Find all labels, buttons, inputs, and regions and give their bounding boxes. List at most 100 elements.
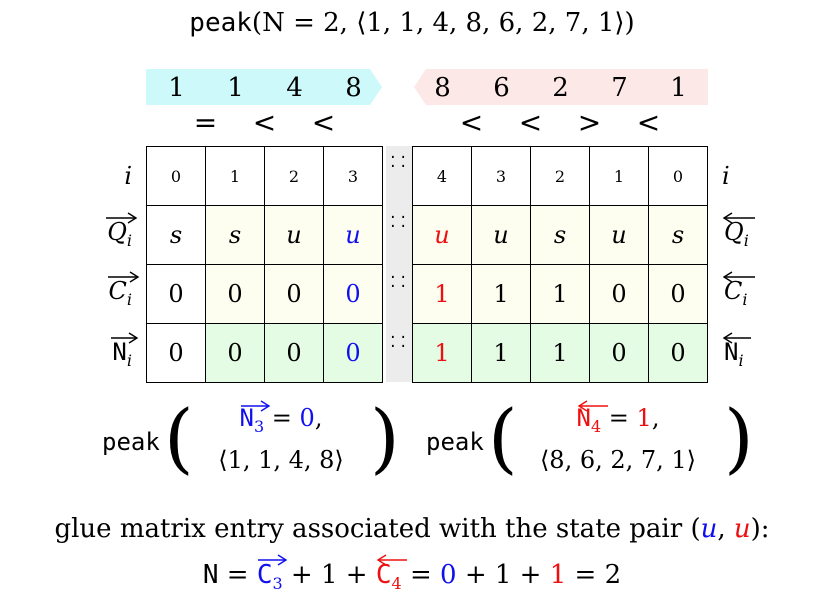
right-peak-func: peak xyxy=(426,428,484,456)
table-cell: s xyxy=(146,205,206,265)
table-cell: 1 xyxy=(412,323,472,383)
right-sequence-arrow xyxy=(414,69,708,105)
table-cell: 0 xyxy=(648,323,708,383)
table-cell: u xyxy=(412,205,472,265)
right-peak-close-paren: ) xyxy=(724,393,754,482)
table-cell: 0 xyxy=(264,323,324,383)
table-cell: 0 xyxy=(264,264,324,324)
right-peak-sequence: ⟨8, 6, 2, 7, 1⟩ xyxy=(539,446,697,474)
table-cell: 0 xyxy=(323,323,383,383)
right-peak-assignment: N4 = 1, xyxy=(520,400,716,436)
sequence-arrows xyxy=(146,69,708,105)
right-arrow-icon xyxy=(257,554,288,566)
table-row: u u s u s xyxy=(412,205,708,265)
row-label-c-backward: Ci xyxy=(722,271,774,309)
table-cell: 0 xyxy=(648,146,708,206)
left-arrow-icon xyxy=(577,400,608,412)
table-cell: u xyxy=(471,205,531,265)
table-cell: 4 xyxy=(412,146,472,206)
right-comparison: < xyxy=(636,106,661,139)
title-args: (N = 2, ⟨1, 1, 4, 8, 6, 2, 7, 1⟩) xyxy=(251,8,635,38)
dots: ·· ·· xyxy=(388,150,410,175)
left-arrow-icon xyxy=(376,554,407,566)
table-row: s s u u xyxy=(146,205,383,265)
right-comparison: < xyxy=(459,106,484,139)
right-seq-value: 8 xyxy=(434,73,451,103)
left-peak-close-paren: ) xyxy=(370,393,400,482)
dots: ·· ·· xyxy=(388,330,410,355)
left-peak-open-paren: ( xyxy=(164,393,194,482)
title-func: peak xyxy=(189,8,252,38)
table-cell: 0 xyxy=(146,264,206,324)
right-seq-value: 6 xyxy=(493,73,510,103)
left-seq-value: 8 xyxy=(345,73,362,103)
glue-description: glue matrix entry associated with the st… xyxy=(54,514,770,544)
right-seq-value: 7 xyxy=(611,73,628,103)
left-comparison: < xyxy=(311,106,336,139)
right-comparison: > xyxy=(577,106,602,139)
left-seq-value: 4 xyxy=(286,73,303,103)
dots: ·· ·· xyxy=(388,270,410,295)
table-row: 1 1 1 0 0 xyxy=(412,323,708,383)
left-peak-func: peak xyxy=(102,428,160,456)
table-cell: 2 xyxy=(530,146,590,206)
left-peak-sequence: ⟨1, 1, 4, 8⟩ xyxy=(218,446,344,474)
diagram-title: peak(N = 2, ⟨1, 1, 4, 8, 6, 2, 7, 1⟩) xyxy=(0,8,824,38)
table-row: 0 0 0 0 xyxy=(146,264,383,324)
left-comparison: < xyxy=(252,106,277,139)
row-label-n-backward: Ni xyxy=(722,332,774,370)
table-cell: 1 xyxy=(471,264,531,324)
table-cell: 0 xyxy=(205,323,265,383)
row-label-i: i xyxy=(124,162,132,190)
dots: ·· ·· xyxy=(388,210,410,235)
right-arrow-icon xyxy=(111,332,139,344)
table-cell: 0 xyxy=(323,264,383,324)
left-arrow-icon xyxy=(722,212,755,224)
table-cell: 1 xyxy=(530,323,590,383)
table-cell: s xyxy=(648,205,708,265)
row-label-q-forward: Qi xyxy=(82,212,138,250)
left-state-table: 0 1 2 3 s s u u 0 0 0 0 0 0 0 0 xyxy=(146,146,383,383)
table-separator: ·· ·· ·· ·· ·· ·· ·· ·· xyxy=(386,146,412,382)
table-cell: 2 xyxy=(264,146,324,206)
right-state-table: 4 3 2 1 0 u u s u s 1 1 1 0 0 1 1 1 0 0 xyxy=(412,146,708,383)
left-arrow-icon xyxy=(722,271,755,283)
table-cell: 0 xyxy=(589,323,649,383)
table-cell: 0 xyxy=(589,264,649,324)
table-cell: 0 xyxy=(146,323,206,383)
table-cell: s xyxy=(205,205,265,265)
left-peak-assignment: N3 = 0, xyxy=(196,400,366,436)
right-arrow-icon xyxy=(107,271,139,283)
row-label-c-forward: Ci xyxy=(82,271,139,309)
table-cell: u xyxy=(589,205,649,265)
table-row: 4 3 2 1 0 xyxy=(412,146,708,206)
right-arrow-icon xyxy=(106,212,138,224)
left-seq-value: 1 xyxy=(227,73,244,103)
left-arrow-icon xyxy=(722,332,751,344)
table-cell: u xyxy=(323,205,383,265)
row-label-q-backward: Qi xyxy=(722,212,774,250)
glue-equation: N = C3 + 1 + C4 = 0 + 1 + 1 = 2 xyxy=(0,554,824,593)
left-comparison: = xyxy=(193,106,218,139)
right-seq-value: 1 xyxy=(670,73,687,103)
table-cell: 0 xyxy=(146,146,206,206)
right-comparison: < xyxy=(518,106,543,139)
table-cell: 3 xyxy=(323,146,383,206)
table-row: 0 1 2 3 xyxy=(146,146,383,206)
right-arrow-icon xyxy=(240,400,270,412)
table-cell: 1 xyxy=(205,146,265,206)
table-cell: u xyxy=(264,205,324,265)
table-cell: 0 xyxy=(205,264,265,324)
table-cell: 1 xyxy=(530,264,590,324)
table-row: 0 0 0 0 xyxy=(146,323,383,383)
table-cell: 0 xyxy=(648,264,708,324)
row-label-n-forward: Ni xyxy=(82,332,139,370)
table-cell: s xyxy=(530,205,590,265)
left-sequence-arrow xyxy=(146,69,382,105)
right-peak-open-paren: ( xyxy=(488,393,518,482)
table-cell: 3 xyxy=(471,146,531,206)
table-cell: 1 xyxy=(412,264,472,324)
right-seq-value: 2 xyxy=(552,73,569,103)
table-cell: 1 xyxy=(589,146,649,206)
row-label-i-right: i xyxy=(722,162,730,190)
